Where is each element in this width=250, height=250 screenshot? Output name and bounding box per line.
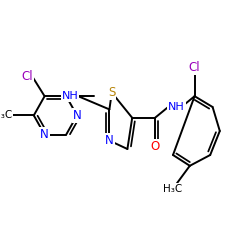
Text: NH: NH bbox=[62, 91, 78, 101]
Text: H₃C: H₃C bbox=[0, 110, 12, 120]
Text: NH: NH bbox=[168, 102, 185, 112]
Text: Cl: Cl bbox=[21, 70, 32, 84]
Text: H₃C: H₃C bbox=[164, 184, 182, 194]
Text: O: O bbox=[150, 140, 160, 153]
Text: Cl: Cl bbox=[189, 61, 200, 74]
Text: N: N bbox=[40, 128, 49, 141]
Text: N: N bbox=[72, 109, 82, 122]
Text: S: S bbox=[108, 86, 116, 99]
Text: N: N bbox=[105, 134, 114, 147]
